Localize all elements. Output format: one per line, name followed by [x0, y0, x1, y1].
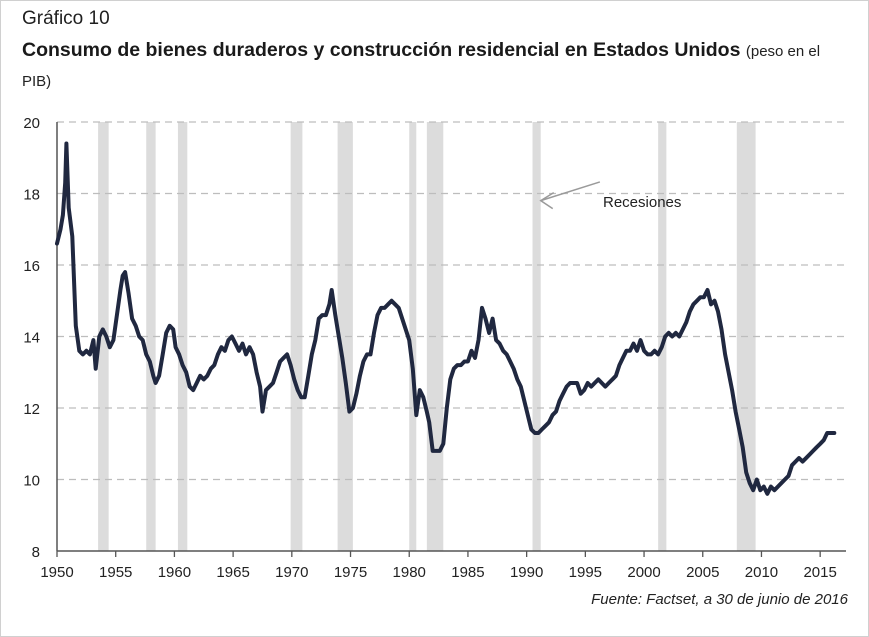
x-tick-label: 1950: [40, 564, 73, 581]
recession-band: [98, 122, 109, 551]
y-tick-label: 8: [32, 544, 40, 561]
recession-band: [146, 122, 156, 551]
chart-title: Consumo de bienes duraderos y construcci…: [22, 36, 842, 96]
x-tick-label: 1960: [158, 564, 191, 581]
y-tick-label: 20: [23, 115, 40, 132]
chart-title-text: Consumo de bienes duraderos y construcci…: [22, 39, 741, 61]
x-tick-label: 2010: [745, 564, 778, 581]
annotation-arrowhead: [539, 192, 555, 210]
x-tick-label: 1975: [334, 564, 367, 581]
y-tick-label: 16: [23, 258, 40, 275]
figure-label: Gráfico 10: [22, 8, 110, 29]
x-tick-label: 1985: [451, 564, 484, 581]
recession-band: [532, 122, 541, 551]
x-tick-label: 1965: [216, 564, 249, 581]
x-tick-label: 2015: [803, 564, 836, 581]
x-tick-label: 2000: [627, 564, 660, 581]
x-tick-label: 1990: [510, 564, 543, 581]
annotation-label: Recesiones: [603, 194, 681, 211]
y-tick-label: 18: [23, 187, 40, 204]
x-tick-label: 1955: [99, 564, 132, 581]
x-tick-label: 1995: [569, 564, 602, 581]
recession-band: [290, 122, 303, 551]
y-tick-label: 14: [23, 330, 40, 347]
recession-band: [409, 122, 417, 551]
y-tick-label: 10: [23, 473, 40, 490]
x-tick-label: 1970: [275, 564, 308, 581]
x-tick-label: 2005: [686, 564, 719, 581]
source-note: Fuente: Factset, a 30 de junio de 2016: [591, 591, 848, 608]
y-tick-label: 12: [23, 401, 40, 418]
annotation-arrow: [540, 181, 601, 202]
chart-subtitle: (peso en el PIB): [22, 43, 821, 90]
x-tick-label: 1980: [393, 564, 426, 581]
series-line: [55, 141, 837, 496]
